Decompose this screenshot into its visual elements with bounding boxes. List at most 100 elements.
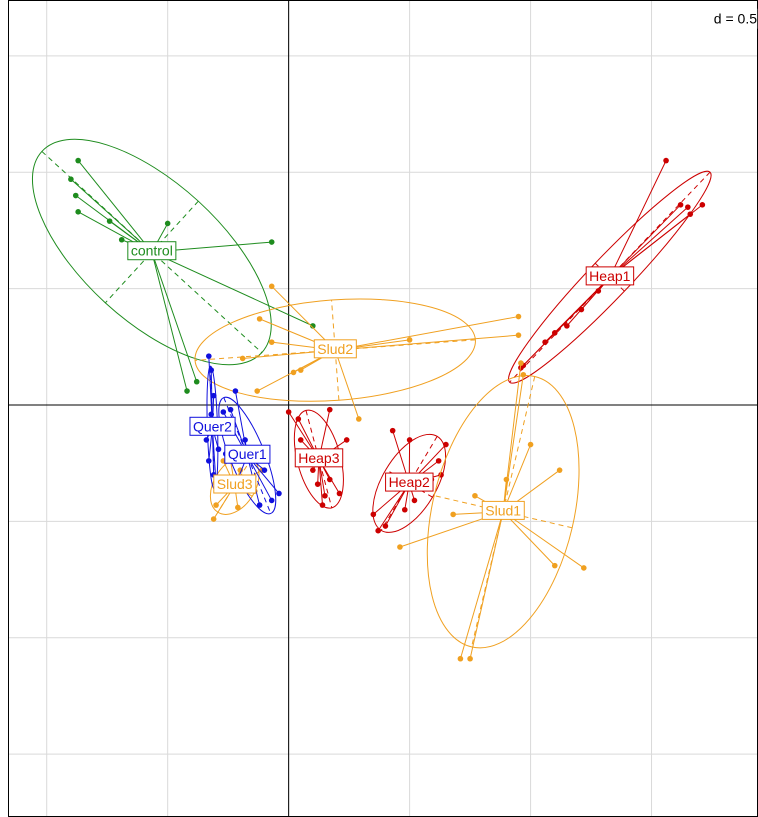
point bbox=[227, 406, 234, 413]
star-line bbox=[459, 511, 504, 659]
point bbox=[203, 437, 210, 443]
point bbox=[515, 313, 522, 320]
point bbox=[118, 236, 125, 243]
point bbox=[268, 283, 275, 290]
star-line bbox=[77, 160, 153, 253]
class-label: Slud1 bbox=[485, 502, 521, 518]
point bbox=[220, 409, 227, 415]
point bbox=[72, 192, 79, 199]
point bbox=[472, 492, 478, 499]
class-label-box bbox=[385, 472, 434, 492]
point bbox=[677, 202, 684, 208]
point bbox=[581, 565, 587, 571]
star-line bbox=[609, 160, 667, 278]
point bbox=[310, 323, 316, 329]
class-label-box bbox=[585, 266, 635, 286]
class-label: Heap3 bbox=[298, 450, 339, 466]
class-label: Heap1 bbox=[589, 268, 630, 284]
star-line bbox=[335, 316, 519, 351]
point bbox=[699, 202, 706, 208]
point bbox=[578, 306, 585, 313]
point bbox=[687, 211, 694, 217]
point bbox=[370, 511, 377, 518]
class-label-box bbox=[294, 448, 344, 468]
class-label: Quer1 bbox=[228, 446, 267, 462]
point bbox=[215, 446, 222, 453]
point bbox=[310, 467, 316, 473]
point bbox=[397, 544, 403, 550]
point bbox=[518, 364, 524, 371]
point bbox=[193, 378, 200, 385]
point bbox=[268, 239, 275, 245]
point bbox=[213, 502, 219, 508]
point bbox=[520, 371, 527, 378]
point bbox=[527, 441, 534, 448]
point bbox=[210, 392, 217, 399]
class-label-box bbox=[313, 339, 357, 359]
star-line bbox=[502, 444, 532, 512]
point bbox=[382, 523, 389, 529]
ellipse-axis bbox=[41, 151, 263, 353]
star-line bbox=[70, 178, 153, 253]
class-label: Slud2 bbox=[317, 341, 353, 357]
point bbox=[685, 204, 691, 210]
point bbox=[443, 441, 449, 448]
point bbox=[256, 502, 263, 508]
point bbox=[242, 437, 248, 443]
star-line bbox=[151, 251, 314, 327]
point bbox=[184, 388, 190, 394]
star-line bbox=[502, 511, 585, 569]
point bbox=[450, 511, 456, 518]
point bbox=[551, 562, 558, 569]
star-line bbox=[334, 349, 360, 420]
point bbox=[75, 209, 81, 215]
star-line bbox=[151, 251, 188, 392]
class-label-box bbox=[189, 416, 236, 436]
point bbox=[401, 506, 408, 513]
star-line bbox=[502, 374, 524, 512]
star-line bbox=[335, 334, 519, 351]
scale-label: d = 0.5 bbox=[714, 11, 757, 27]
point bbox=[326, 476, 333, 483]
class-label: Heap2 bbox=[389, 474, 430, 490]
point bbox=[551, 330, 558, 336]
star-line bbox=[151, 251, 198, 382]
point bbox=[375, 527, 381, 534]
class-label-box bbox=[213, 474, 257, 494]
point bbox=[314, 481, 321, 487]
point bbox=[106, 218, 113, 224]
point bbox=[326, 406, 333, 413]
point bbox=[356, 416, 362, 422]
point bbox=[268, 497, 275, 504]
point bbox=[319, 502, 326, 508]
point bbox=[208, 367, 215, 373]
point bbox=[336, 490, 343, 497]
point bbox=[290, 369, 297, 376]
point bbox=[542, 339, 548, 345]
point bbox=[268, 339, 275, 345]
point bbox=[239, 355, 246, 362]
point bbox=[556, 467, 563, 473]
class-label-box bbox=[481, 500, 525, 520]
plot-background bbox=[8, 0, 758, 817]
point bbox=[435, 458, 442, 464]
class-label-box bbox=[127, 241, 177, 261]
point bbox=[261, 467, 268, 473]
point bbox=[276, 490, 282, 497]
class-label: Quer2 bbox=[193, 418, 232, 434]
star-line bbox=[609, 204, 681, 278]
point bbox=[515, 332, 522, 338]
point bbox=[208, 411, 215, 418]
star-line bbox=[520, 276, 611, 369]
point bbox=[322, 492, 328, 499]
point bbox=[595, 288, 602, 294]
point bbox=[285, 409, 292, 415]
point bbox=[254, 388, 260, 394]
point bbox=[295, 416, 302, 422]
star-line bbox=[502, 511, 556, 566]
point bbox=[389, 427, 396, 434]
point bbox=[503, 476, 510, 483]
point bbox=[75, 157, 81, 164]
point bbox=[411, 497, 418, 504]
